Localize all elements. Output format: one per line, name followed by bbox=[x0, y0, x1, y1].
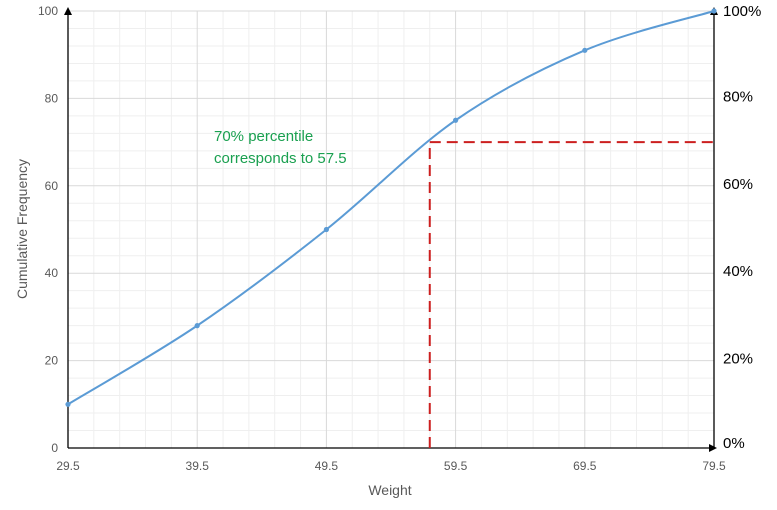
y2-tick-label: 20% bbox=[723, 351, 753, 368]
annotation-line-2: corresponds to 57.5 bbox=[214, 150, 347, 167]
y2-tick-label: 80% bbox=[723, 88, 753, 105]
y2-tick-label: 60% bbox=[723, 176, 753, 193]
data-point bbox=[323, 226, 329, 233]
y-tick-label: 100 bbox=[38, 4, 58, 18]
x-axis-title: Weight bbox=[368, 482, 411, 498]
axes bbox=[64, 7, 718, 452]
y-tick-label: 60 bbox=[45, 179, 59, 193]
y2-tick-label: 100% bbox=[723, 3, 761, 20]
y2-tick-label: 0% bbox=[723, 435, 745, 452]
y2-tick-label: 40% bbox=[723, 263, 753, 280]
y-tick-label: 0 bbox=[51, 441, 58, 455]
x-tick-label: 39.5 bbox=[186, 459, 210, 473]
x-tick-label: 69.5 bbox=[573, 459, 597, 473]
annotation-line-1: 70% percentile bbox=[214, 128, 313, 145]
grid bbox=[67, 10, 715, 449]
x-tick-label: 29.5 bbox=[56, 459, 80, 473]
series bbox=[65, 8, 717, 407]
bottom-axis-arrow bbox=[709, 444, 717, 452]
data-point bbox=[582, 47, 588, 53]
x-tick-label: 49.5 bbox=[315, 459, 339, 473]
y-tick-label: 80 bbox=[45, 91, 59, 105]
x-tick-label: 79.5 bbox=[702, 459, 726, 473]
y-axis-title: Cumulative Frequency bbox=[14, 159, 30, 299]
left-axis-arrow bbox=[64, 7, 72, 15]
percentile-marker bbox=[428, 141, 714, 448]
data-point bbox=[453, 117, 459, 123]
tick-labels: 0 20 40 60 80 100 29.5 39.5 49.5 59.5 69.5 79.5 0% 20… bbox=[38, 3, 761, 473]
data-point bbox=[194, 323, 200, 329]
y-tick-label: 20 bbox=[45, 354, 59, 368]
x-tick-label: 59.5 bbox=[444, 459, 468, 473]
series-line bbox=[67, 10, 715, 406]
data-point bbox=[65, 401, 71, 407]
y-tick-label: 40 bbox=[45, 266, 59, 280]
data-point bbox=[711, 8, 717, 14]
